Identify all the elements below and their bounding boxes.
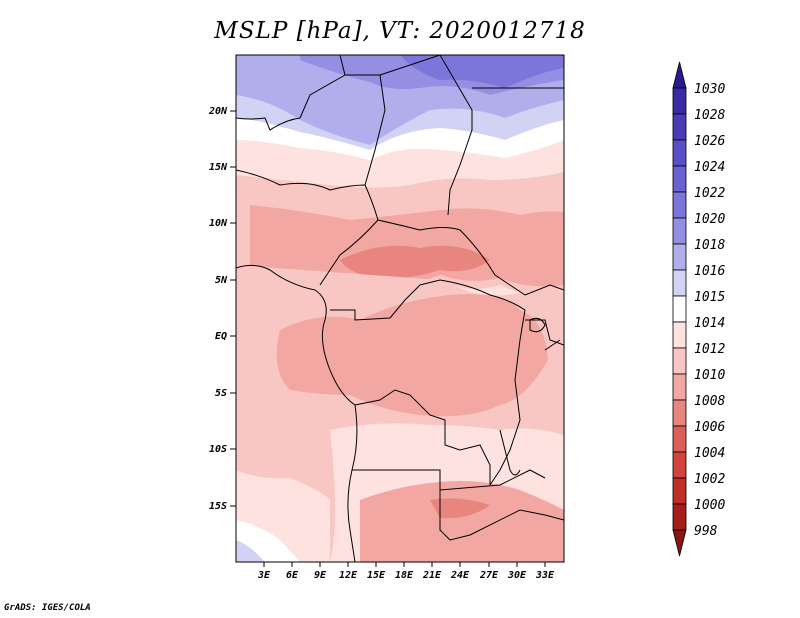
lon-label: 21E bbox=[422, 570, 442, 581]
colorbar-bin bbox=[672, 217, 687, 245]
lon-axis: 3E 6E 9E 12E 15E 18E 21E 24E 27E 30E 33E bbox=[257, 562, 555, 581]
colorbar-label: 1024 bbox=[694, 160, 725, 175]
colorbar-bin bbox=[672, 477, 687, 505]
colorbar-label: 1022 bbox=[694, 186, 725, 201]
lake-tanganyika bbox=[499, 429, 521, 476]
lon-label: 9E bbox=[314, 570, 327, 581]
field-1015-southwest bbox=[236, 540, 265, 562]
colorbar-label: 1018 bbox=[694, 238, 725, 253]
lat-axis: 20N 15N 10N 5N EQ 5S 10S 15S bbox=[208, 106, 236, 512]
colorbar-bin bbox=[672, 425, 687, 453]
colorbar-bin bbox=[672, 61, 687, 89]
field-1020 bbox=[400, 55, 564, 88]
sahel-border bbox=[236, 169, 379, 286]
lat-label: 20N bbox=[208, 106, 228, 117]
colorbar-bin bbox=[672, 529, 687, 557]
field-1006-south bbox=[430, 498, 490, 519]
drc-border bbox=[330, 279, 526, 486]
lat-label: EQ bbox=[215, 331, 227, 342]
colorbar-label: 1012 bbox=[694, 342, 725, 357]
colorbar-label: 1015 bbox=[694, 290, 725, 305]
colorbar-label: 1006 bbox=[694, 420, 725, 435]
colorbar-bin bbox=[672, 191, 687, 219]
lon-label: 12E bbox=[339, 570, 358, 581]
lat-label: 10N bbox=[209, 218, 228, 229]
colorbar-label: 1014 bbox=[694, 316, 725, 331]
northwest-border bbox=[236, 55, 346, 131]
lat-label: 15N bbox=[209, 162, 228, 173]
colorbar-bin bbox=[672, 165, 687, 193]
lon-label: 6E bbox=[286, 570, 299, 581]
lon-label: 24E bbox=[450, 570, 470, 581]
colorbar-bin bbox=[672, 295, 687, 323]
lon-label: 33E bbox=[535, 570, 555, 581]
southern-border bbox=[352, 469, 564, 541]
north-border bbox=[345, 74, 386, 186]
lon-label: 15E bbox=[367, 570, 386, 581]
field-1008-south bbox=[360, 481, 564, 562]
colorbar-bin bbox=[672, 373, 687, 401]
colorbar-label: 1000 bbox=[694, 498, 725, 513]
lon-label: 27E bbox=[479, 570, 499, 581]
colorbar: 1030 1028 1026 1024 1022 1020 1018 1016 1015 1014… bbox=[672, 61, 725, 557]
field-1006-north bbox=[340, 245, 490, 279]
colorbar-bin bbox=[672, 139, 687, 167]
lon-label: 30E bbox=[507, 570, 527, 581]
colorbar-label: 1020 bbox=[694, 212, 725, 227]
angola-border bbox=[354, 389, 491, 485]
coastlines-borders bbox=[236, 55, 564, 562]
colorbar-label: 1028 bbox=[694, 108, 725, 123]
colorbar-bin bbox=[672, 321, 687, 349]
lon-label: 18E bbox=[395, 570, 414, 581]
lon-label: 3E bbox=[257, 570, 271, 581]
field-1008-central bbox=[276, 294, 548, 417]
lat-label: 10S bbox=[209, 444, 227, 455]
lake-victoria bbox=[529, 317, 546, 333]
central-border bbox=[377, 219, 526, 296]
colorbar-bin bbox=[672, 451, 687, 479]
grads-credit: GrADS: IGES/COLA bbox=[4, 603, 91, 613]
colorbar-label: 1004 bbox=[694, 446, 725, 461]
pressure-field bbox=[236, 55, 564, 562]
colorbar-bin bbox=[672, 269, 687, 297]
colorbar-label: 1010 bbox=[694, 368, 725, 383]
colorbar-label: 1030 bbox=[694, 82, 725, 97]
colorbar-bin bbox=[672, 399, 687, 427]
colorbar-bin bbox=[672, 243, 687, 271]
colorbar-label: 1026 bbox=[694, 134, 725, 149]
colorbar-label: 1008 bbox=[694, 394, 725, 409]
map-frame bbox=[235, 54, 565, 563]
east-border bbox=[524, 284, 564, 351]
colorbar-bin bbox=[672, 347, 687, 375]
map-title: MSLP [hPa], VT: 2020012718 bbox=[214, 18, 586, 44]
lat-label: 5S bbox=[215, 388, 227, 399]
lat-label: 15S bbox=[209, 501, 227, 512]
colorbar-label: 1002 bbox=[694, 472, 725, 487]
colorbar-bin bbox=[672, 113, 687, 141]
colorbar-label: 998 bbox=[694, 524, 718, 539]
lat-label: 5N bbox=[215, 275, 228, 286]
colorbar-bin bbox=[672, 503, 687, 531]
northeast-border bbox=[379, 55, 473, 216]
colorbar-bin bbox=[672, 87, 687, 115]
colorbar-label: 1016 bbox=[694, 264, 725, 279]
